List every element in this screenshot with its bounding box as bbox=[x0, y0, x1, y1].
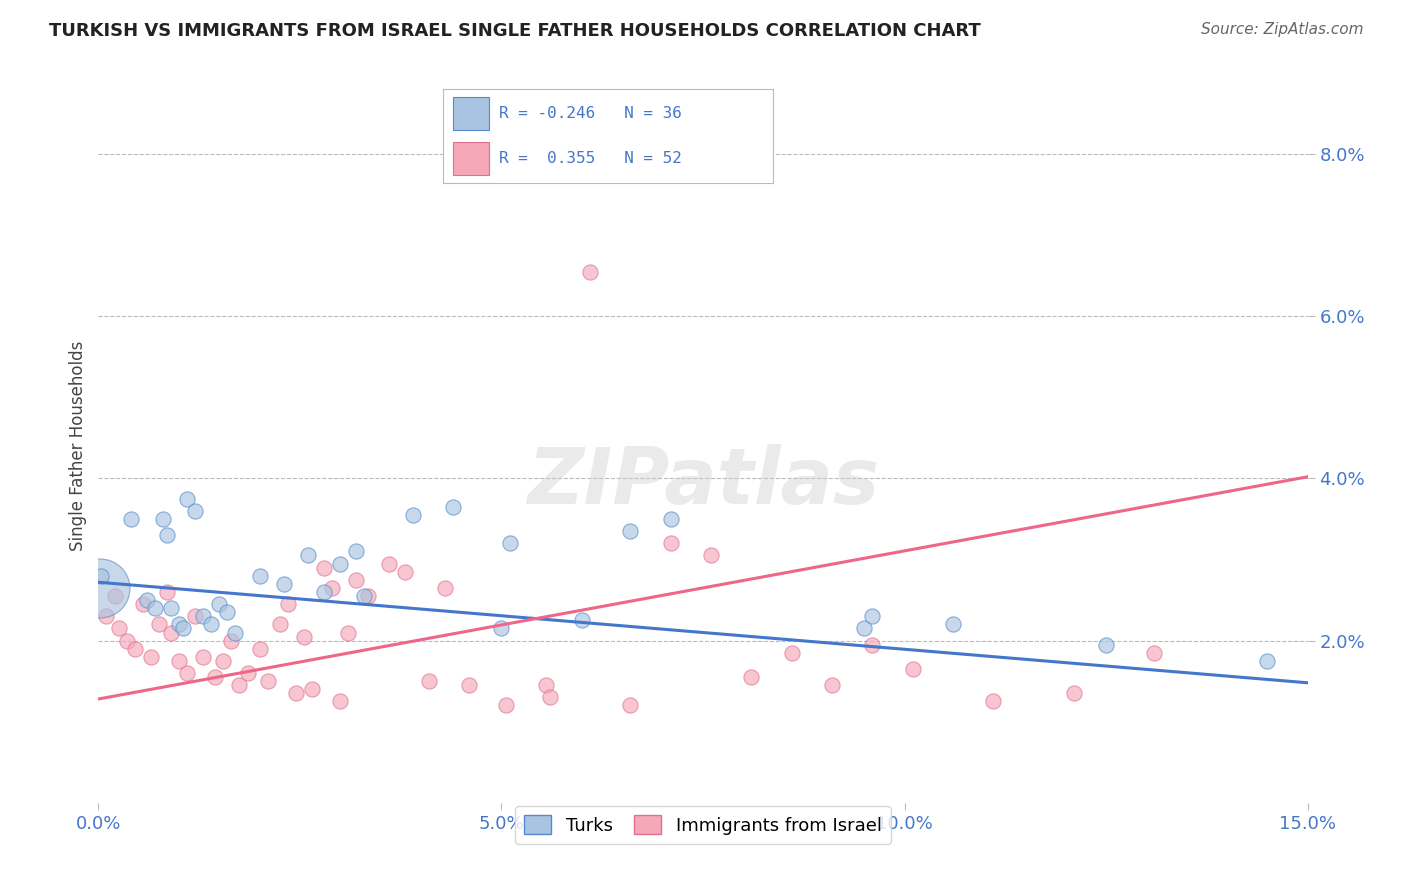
Point bbox=[659, 512, 682, 526]
Point bbox=[353, 589, 375, 603]
Text: R = -0.246   N = 36: R = -0.246 N = 36 bbox=[499, 106, 682, 121]
Point bbox=[249, 568, 271, 582]
Text: Source: ZipAtlas.com: Source: ZipAtlas.com bbox=[1201, 22, 1364, 37]
Point bbox=[538, 690, 561, 705]
Point bbox=[143, 601, 166, 615]
Point bbox=[167, 617, 190, 632]
Point bbox=[981, 694, 1004, 708]
Point bbox=[160, 625, 183, 640]
Point bbox=[1063, 686, 1085, 700]
Point bbox=[619, 698, 641, 713]
Point bbox=[115, 633, 138, 648]
Point bbox=[458, 678, 481, 692]
Point bbox=[821, 678, 844, 692]
Point bbox=[208, 597, 231, 611]
Point bbox=[314, 560, 336, 574]
Point bbox=[329, 557, 352, 571]
Point bbox=[337, 625, 360, 640]
Point bbox=[394, 565, 416, 579]
Point bbox=[269, 617, 291, 632]
Point bbox=[200, 617, 222, 632]
Point bbox=[571, 613, 593, 627]
Point bbox=[221, 633, 243, 648]
Text: TURKISH VS IMMIGRANTS FROM ISRAEL SINGLE FATHER HOUSEHOLDS CORRELATION CHART: TURKISH VS IMMIGRANTS FROM ISRAEL SINGLE… bbox=[49, 22, 981, 40]
FancyBboxPatch shape bbox=[453, 142, 489, 176]
Point bbox=[224, 625, 246, 640]
Point bbox=[344, 573, 367, 587]
Point bbox=[942, 617, 965, 632]
Point bbox=[193, 609, 215, 624]
Text: R =  0.355   N = 52: R = 0.355 N = 52 bbox=[499, 151, 682, 166]
Point bbox=[498, 536, 520, 550]
Point bbox=[103, 589, 125, 603]
Point bbox=[1256, 654, 1278, 668]
Point bbox=[314, 585, 336, 599]
Point bbox=[217, 605, 239, 619]
Point bbox=[172, 622, 194, 636]
Point bbox=[90, 568, 112, 582]
Point bbox=[89, 581, 111, 595]
Point bbox=[120, 512, 142, 526]
Point bbox=[139, 649, 162, 664]
Point bbox=[124, 641, 146, 656]
Point bbox=[184, 609, 207, 624]
Point bbox=[96, 609, 118, 624]
Point bbox=[132, 597, 155, 611]
Point bbox=[176, 666, 198, 681]
Point bbox=[152, 512, 174, 526]
Point bbox=[377, 557, 399, 571]
FancyBboxPatch shape bbox=[453, 96, 489, 130]
Point bbox=[534, 678, 557, 692]
Point bbox=[329, 694, 352, 708]
Y-axis label: Single Father Households: Single Father Households bbox=[69, 341, 87, 551]
Text: ZIPatlas: ZIPatlas bbox=[527, 443, 879, 520]
Point bbox=[256, 674, 278, 689]
Point bbox=[212, 654, 235, 668]
Point bbox=[434, 581, 457, 595]
Point bbox=[780, 646, 803, 660]
Point bbox=[277, 597, 299, 611]
Point bbox=[1095, 638, 1118, 652]
Point bbox=[301, 682, 323, 697]
Point bbox=[204, 670, 226, 684]
Point bbox=[418, 674, 440, 689]
Point bbox=[148, 617, 170, 632]
Point bbox=[236, 666, 259, 681]
Point bbox=[160, 601, 183, 615]
Point bbox=[249, 641, 271, 656]
Point bbox=[156, 585, 179, 599]
Point bbox=[491, 622, 513, 636]
Point bbox=[107, 622, 129, 636]
Point bbox=[344, 544, 367, 558]
Point bbox=[156, 528, 179, 542]
Point bbox=[860, 609, 883, 624]
Point bbox=[441, 500, 464, 514]
Point bbox=[297, 549, 319, 563]
Point bbox=[860, 638, 883, 652]
Point bbox=[740, 670, 762, 684]
Point bbox=[292, 630, 315, 644]
Point bbox=[193, 649, 215, 664]
Point bbox=[901, 662, 924, 676]
Point bbox=[167, 654, 190, 668]
Point bbox=[176, 491, 198, 506]
Point bbox=[619, 524, 641, 538]
Point bbox=[1143, 646, 1166, 660]
Point bbox=[184, 504, 207, 518]
Point bbox=[579, 265, 602, 279]
Point bbox=[321, 581, 343, 595]
Point bbox=[402, 508, 425, 522]
Point bbox=[228, 678, 250, 692]
Point bbox=[357, 589, 380, 603]
Point bbox=[273, 577, 295, 591]
Point bbox=[700, 549, 723, 563]
Point bbox=[853, 622, 876, 636]
Point bbox=[135, 593, 157, 607]
Point bbox=[495, 698, 517, 713]
Legend: Turks, Immigrants from Israel: Turks, Immigrants from Israel bbox=[515, 806, 891, 844]
Point bbox=[659, 536, 682, 550]
Point bbox=[284, 686, 307, 700]
